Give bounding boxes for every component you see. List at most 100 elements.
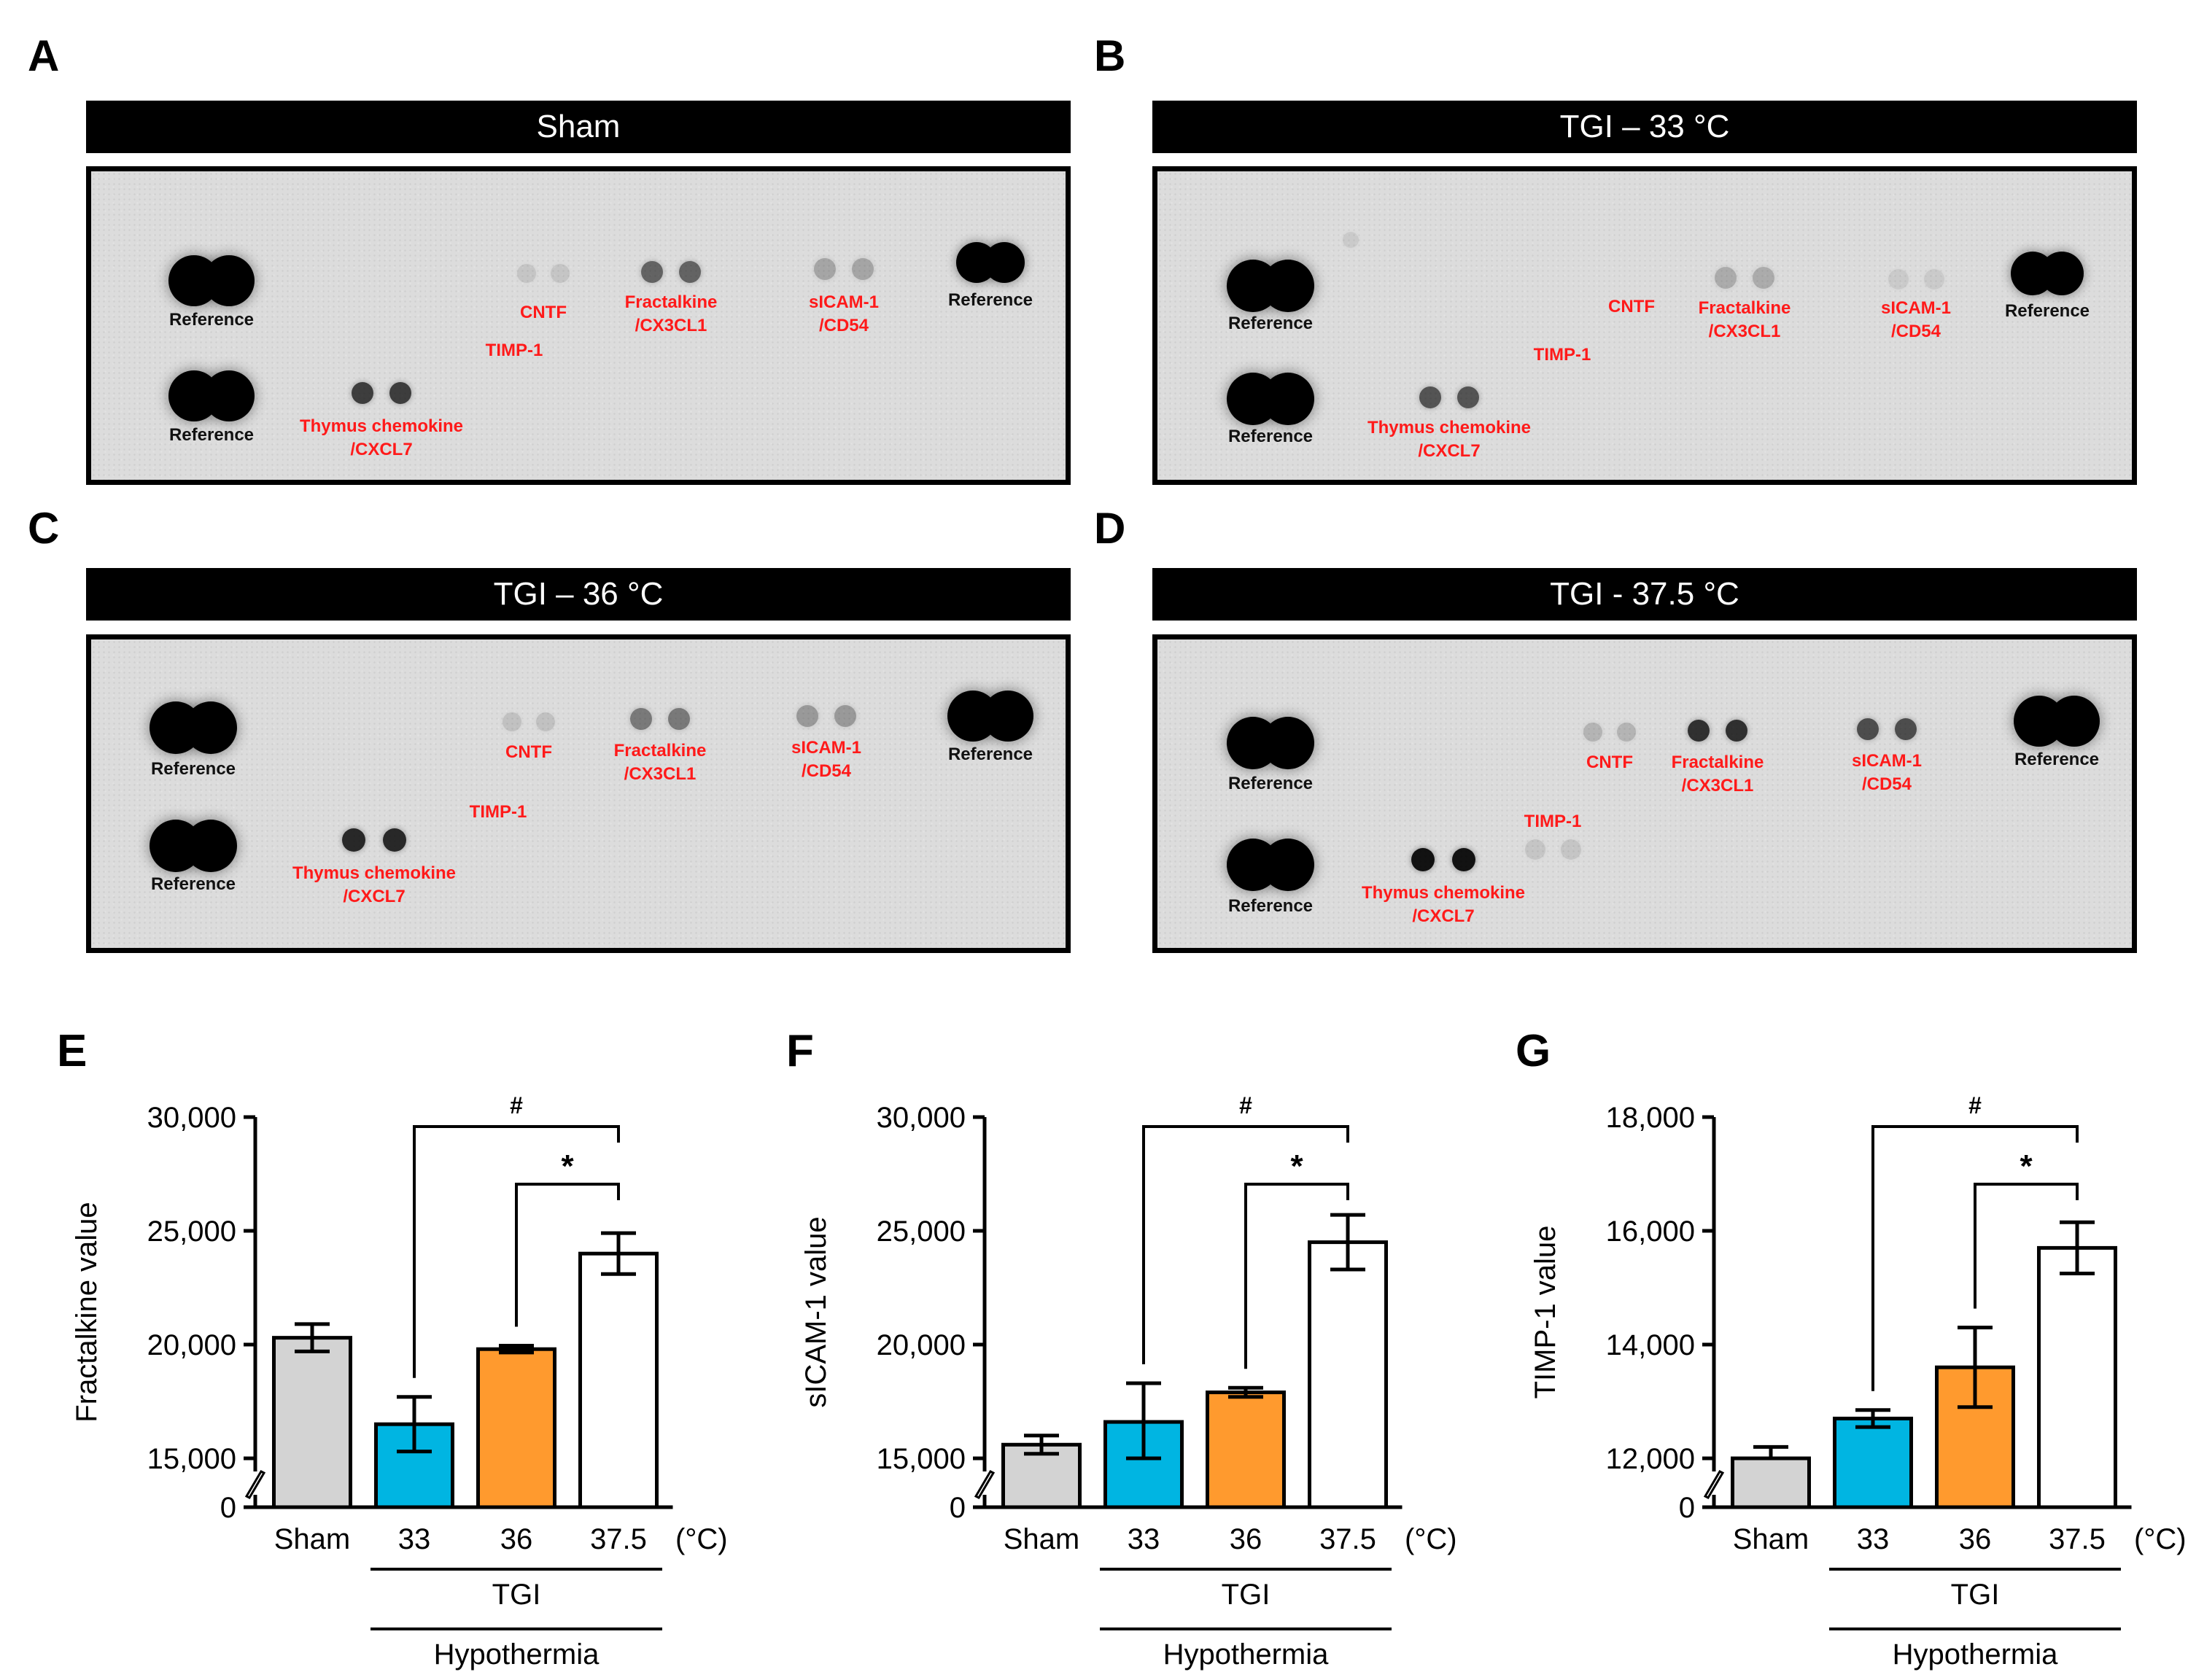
- fractalkine-label: Fractalkine/CX3CL1: [613, 741, 707, 784]
- sig-bracket-top-timp1: [1871, 1125, 2079, 1391]
- timp1-label: TIMP-1: [1533, 345, 1591, 365]
- thymus-dots-spot-2: [383, 828, 406, 852]
- sicam1-dots-spot-2: [1895, 718, 1917, 740]
- y-tick-label-fractalkine-2: 20,000: [147, 1329, 236, 1361]
- y-tick-label-fractalkine-3: 25,000: [147, 1216, 236, 1248]
- y-axis-label-timp1: TIMP-1 value: [1529, 1226, 1562, 1399]
- error-bar-sicam1-33: [1126, 1381, 1161, 1461]
- reference-label-2: Reference: [1227, 896, 1314, 916]
- blot-title-tgi-36: TGI – 36 °C: [86, 568, 1071, 621]
- reference-label-1: Reference: [1227, 314, 1314, 333]
- super-group-label-fractalkine: Hypothermia: [434, 1638, 600, 1671]
- x-tick-label-timp1-0: Sham: [1733, 1523, 1809, 1555]
- super-group-label-timp1: Hypothermia: [1893, 1638, 2059, 1671]
- cntf-dots-spot-2: [535, 712, 555, 731]
- fractalkine-dots-spot-2: [1726, 720, 1748, 742]
- x-unit-sicam1: (°C): [1405, 1523, 1457, 1555]
- thymus-dots-spot-1: [351, 382, 373, 404]
- x-tick-label-fractalkine-3: 37.5: [590, 1523, 647, 1555]
- thymus-dots-spot-2: [1452, 848, 1475, 871]
- y-tick-label-sicam1-0: 0: [950, 1492, 966, 1524]
- y-tick-label-sicam1-3: 25,000: [877, 1216, 966, 1248]
- x-unit-fractalkine: (°C): [675, 1523, 728, 1555]
- axis-break-fractalkine: [244, 1470, 266, 1499]
- reference-label-2: Reference: [168, 425, 255, 445]
- chart-letter-timp1: G: [1516, 1026, 1551, 1076]
- thymus-label: Thymus chemokine/CXCL7: [1361, 883, 1526, 926]
- x-tick-label-timp1-1: 33: [1857, 1523, 1890, 1555]
- error-bar-sicam1-37.5: [1330, 1213, 1365, 1272]
- sicam1-dots-spot-1: [813, 258, 836, 280]
- bar-timp1-37.5: [2037, 1245, 2117, 1509]
- fractalkine-label: Fractalkine/CX3CL1: [1698, 298, 1791, 341]
- chart-letter-fractalkine: E: [57, 1026, 87, 1076]
- timp1-dots-spot-2: [1560, 839, 1581, 860]
- chart-letter-sicam1: F: [786, 1026, 814, 1076]
- bar-chart-timp1: G TIMP-1 value 0 12,000 14,000 16,000 18,000 Sh…: [1516, 1026, 2187, 1671]
- error-bar-fractalkine-37.5: [601, 1231, 636, 1276]
- fractalkine-dots-spot-1: [1714, 267, 1737, 289]
- bar-fractalkine-Sham: [272, 1336, 352, 1509]
- group-label-timp1: TGI: [1951, 1579, 2000, 1611]
- cntf-dots-spot-1: [1583, 723, 1603, 742]
- sicam1-label: sICAM-1/CD54: [791, 738, 862, 781]
- y-tick-label-fractalkine-0: 0: [220, 1492, 236, 1524]
- reference-3-spot-2: [984, 242, 1025, 283]
- sicam1-dots-spot-1: [1856, 718, 1879, 740]
- error-bar-fractalkine-36: [499, 1344, 534, 1355]
- y-tick-label-fractalkine-4: 30,000: [147, 1102, 236, 1134]
- thymus-dots-spot-1: [1411, 848, 1435, 871]
- cntf-dots-spot-2: [1616, 723, 1636, 742]
- sicam1-dots-spot-2: [852, 258, 874, 280]
- reference-2-spot-2: [203, 370, 255, 421]
- thymus-label: Thymus chemokine/CXCL7: [1367, 418, 1532, 461]
- reference-label-1: Reference: [168, 310, 255, 330]
- thymus-dots-spot-1: [1419, 386, 1441, 408]
- cntf-label: CNTF: [505, 742, 552, 762]
- fractalkine-dots-spot-2: [679, 261, 702, 283]
- fractalkine-dots-spot-1: [1687, 720, 1710, 742]
- reference-label-2: Reference: [1227, 427, 1314, 446]
- blot-membrane-sham: Reference Reference Reference CNTF Fractalki…: [86, 166, 1071, 485]
- sig-mark-top-sicam1: #: [1239, 1092, 1252, 1119]
- sig-bracket-bottom-sicam1: [1244, 1183, 1349, 1369]
- sig-mark-top-fractalkine: #: [510, 1092, 523, 1119]
- panel-letter-c: C: [28, 504, 60, 553]
- error-bar-fractalkine-Sham: [295, 1322, 330, 1353]
- reference-1-spot-2: [1262, 717, 1315, 769]
- fractalkine-label: Fractalkine/CX3CL1: [1671, 752, 1764, 796]
- sig-mark-top-timp1: #: [1968, 1092, 1982, 1119]
- cntf-label: CNTF: [520, 303, 567, 322]
- thymus-label: Thymus chemokine/CXCL7: [299, 416, 464, 459]
- x-tick-label-fractalkine-0: Sham: [274, 1523, 351, 1555]
- y-tick-label-timp1-2: 14,000: [1606, 1329, 1695, 1361]
- timp1-label: TIMP-1: [1524, 812, 1582, 831]
- group-label-sicam1: TGI: [1222, 1579, 1270, 1611]
- timp1-label: TIMP-1: [485, 341, 543, 360]
- fractalkine-dots-spot-1: [629, 708, 652, 730]
- cntf-dots-spot-2: [550, 264, 570, 283]
- error-bar-fractalkine-33: [397, 1395, 432, 1454]
- reference-label-1: Reference: [1227, 774, 1314, 793]
- panel-letter-d: D: [1094, 504, 1126, 553]
- sig-mark-bottom-timp1: *: [2020, 1148, 2033, 1184]
- axis-break-timp1: [1703, 1470, 1725, 1499]
- fractalkine-label: Fractalkine/CX3CL1: [624, 292, 718, 335]
- group-label-fractalkine: TGI: [492, 1579, 541, 1611]
- reference-2-spot-2: [1262, 373, 1315, 425]
- fractalkine-dots-spot-2: [1753, 267, 1775, 289]
- fractalkine-dots-spot-1: [640, 261, 663, 283]
- sig-mark-bottom-fractalkine: *: [561, 1148, 574, 1184]
- panel-letter-b: B: [1094, 31, 1126, 80]
- cntf-label: CNTF: [1608, 297, 1655, 316]
- sig-bracket-top-fractalkine: [413, 1125, 620, 1378]
- reference-label-3: Reference: [2004, 301, 2090, 321]
- super-group-label-sicam1: Hypothermia: [1163, 1638, 1330, 1671]
- bar-sicam1-36: [1206, 1391, 1286, 1509]
- timp1-label: TIMP-1: [469, 802, 527, 822]
- x-tick-label-sicam1-2: 36: [1230, 1523, 1262, 1555]
- x-tick-label-fractalkine-1: 33: [398, 1523, 431, 1555]
- y-axis-label-sicam1: sICAM-1 value: [800, 1216, 832, 1407]
- reference-1-spot-2: [185, 701, 238, 754]
